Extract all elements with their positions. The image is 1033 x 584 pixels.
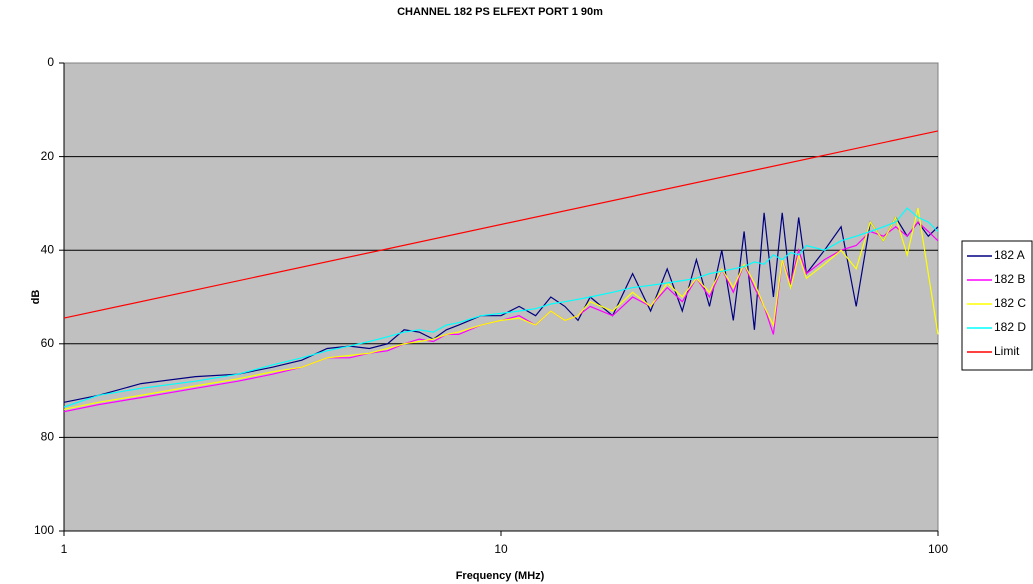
x-tick-label: 100 [928, 542, 948, 556]
y-axis-label: dB [30, 290, 42, 305]
series-line [63, 207, 939, 410]
x-tick-label: 1 [61, 542, 68, 556]
legend-label: 182 D [994, 320, 1026, 334]
series-line [63, 207, 939, 408]
y-tick-label: 0 [47, 55, 54, 69]
legend-label: 182 A [994, 248, 1025, 262]
legend [961, 240, 1033, 371]
x-tick-label: 10 [494, 542, 508, 556]
y-tick-label: 40 [41, 242, 55, 256]
y-tick-label: 80 [41, 430, 55, 444]
legend-label: 182 B [994, 272, 1025, 286]
y-tick-label: 100 [34, 523, 54, 537]
series-line [63, 221, 939, 413]
legend-label: 182 C [994, 296, 1026, 310]
series-line [63, 130, 939, 319]
x-axis-label: Frequency (MHz) [456, 570, 545, 582]
chart-title: CHANNEL 182 PS ELFEXT PORT 1 90m [397, 6, 603, 18]
y-tick-label: 60 [41, 336, 55, 350]
plot-area [63, 62, 939, 532]
legend-label: Limit [994, 344, 1020, 358]
y-tick-label: 20 [41, 149, 55, 163]
series-line [63, 212, 939, 403]
